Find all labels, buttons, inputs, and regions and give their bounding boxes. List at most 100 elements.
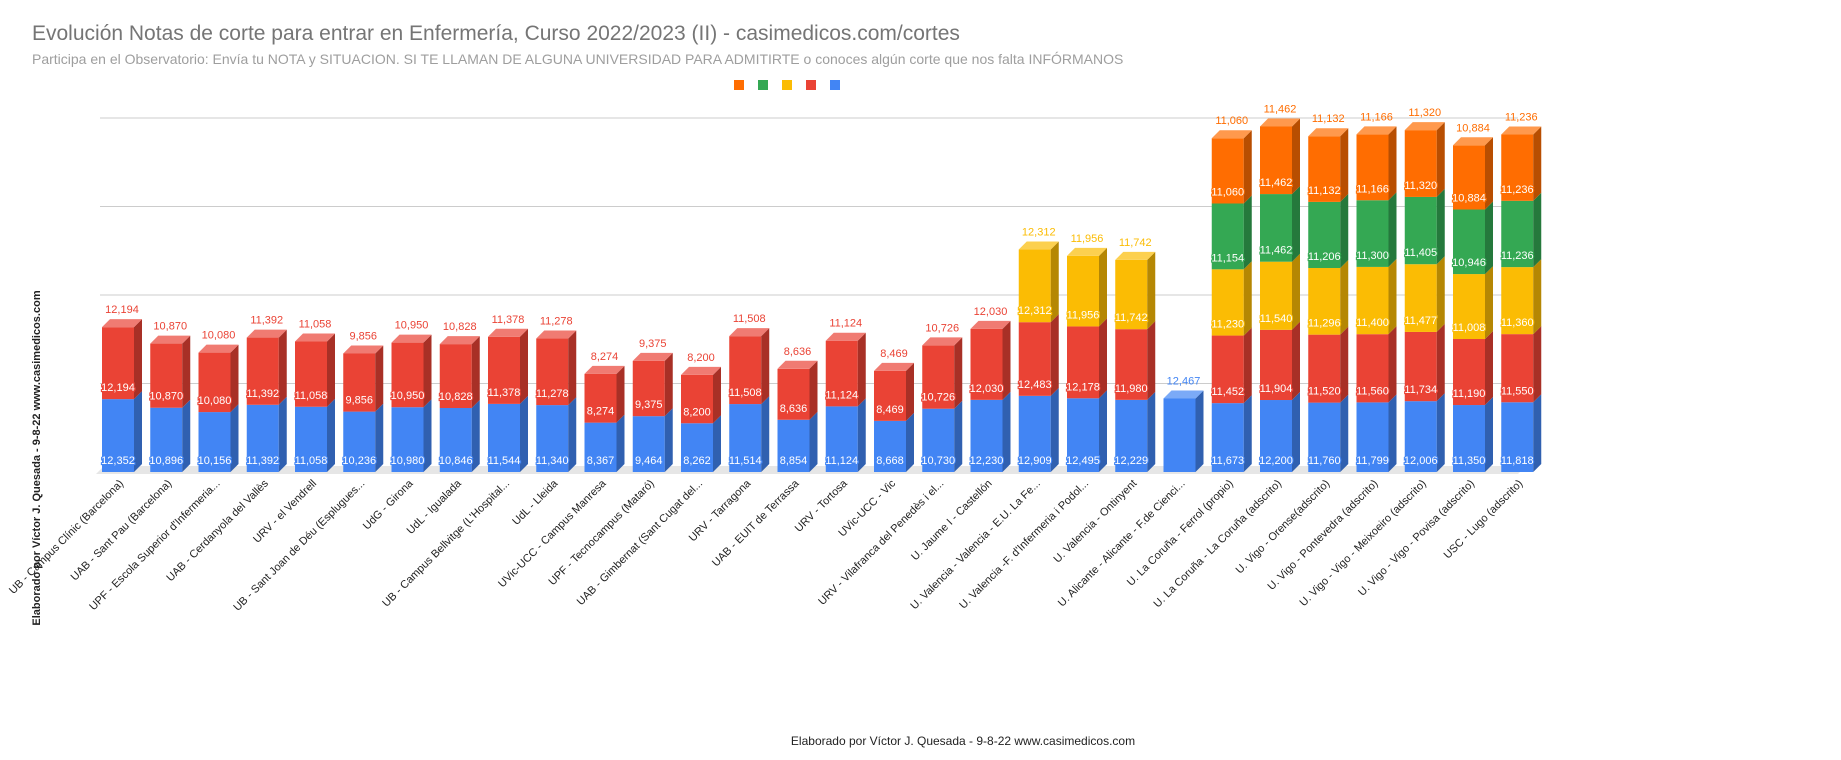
- bar-segment: [1067, 326, 1099, 399]
- data-label: 11,956: [1071, 233, 1104, 245]
- bar-segment: [1260, 194, 1292, 262]
- bar-segment: [777, 368, 810, 420]
- data-label: 12,467: [1167, 375, 1201, 387]
- bar-segment: [922, 408, 955, 472]
- data-label: 8,200: [683, 406, 711, 418]
- legend-swatch: [734, 80, 744, 90]
- bar-segment: [1501, 334, 1534, 403]
- bar-segment: [1163, 398, 1196, 472]
- data-label: 9,856: [349, 330, 377, 342]
- bar-segment-side: [1340, 326, 1349, 403]
- bar-segment: [150, 343, 183, 408]
- bar-segment: [1067, 255, 1099, 327]
- bar-segment: [246, 404, 279, 472]
- bar-top: [874, 362, 914, 371]
- data-label: 10,726: [925, 322, 959, 334]
- bar-segment: [102, 327, 134, 400]
- data-label: 12,030: [970, 383, 1004, 395]
- bar-segment: [1308, 268, 1341, 335]
- bar-stack: [584, 365, 625, 472]
- bar-segment-side: [1050, 314, 1059, 396]
- bar-segment-side: [616, 365, 625, 423]
- data-label: 11,166: [1360, 111, 1393, 123]
- data-label: 11,378: [488, 387, 521, 399]
- data-label: 11,124: [829, 318, 862, 330]
- data-label: 10,950: [391, 390, 425, 402]
- bar-segment-side: [1099, 390, 1107, 472]
- bar-segment: [536, 338, 569, 406]
- bar-segment: [536, 405, 569, 472]
- bar-segment-side: [761, 328, 770, 405]
- bar-segment-side: [616, 414, 625, 472]
- bar-segment-side: [664, 408, 673, 472]
- bar-segment-side: [809, 411, 818, 472]
- bar-segment-side: [1388, 326, 1397, 403]
- bar-segment-side: [520, 395, 528, 472]
- bar-segment-side: [182, 335, 191, 408]
- data-label: 8,469: [876, 404, 904, 416]
- bar-segment-side: [1340, 260, 1349, 335]
- data-label: 12,495: [1066, 455, 1100, 467]
- bar-top: [343, 345, 384, 354]
- bar-segment-side: [1147, 391, 1156, 472]
- bar-segment: [198, 352, 231, 413]
- data-label: 11,799: [1356, 455, 1389, 467]
- bar-stack: [295, 333, 335, 472]
- bar-segment-side: [520, 328, 528, 404]
- legend-swatch: [758, 80, 768, 90]
- bar-stack: [391, 334, 432, 472]
- data-label: 11,236: [1505, 112, 1538, 124]
- data-label: 11,462: [1264, 103, 1297, 115]
- data-label: 11,340: [536, 455, 569, 467]
- bar-segment: [1018, 395, 1051, 472]
- data-label: 11,230: [1211, 319, 1244, 331]
- data-label: 11,514: [729, 455, 762, 467]
- bar-segment: [584, 422, 617, 472]
- data-label: 11,508: [733, 313, 766, 325]
- data-label: 12,178: [1066, 381, 1100, 393]
- bar-segment-side: [1195, 390, 1204, 472]
- bar-segment: [825, 340, 858, 407]
- data-label: 11,058: [295, 455, 328, 467]
- bar-segment: [295, 406, 327, 472]
- bar-stack: [874, 362, 914, 472]
- x-axis-label: Elaborado por Víctor J. Quesada - 9-8-22…: [790, 734, 1136, 748]
- data-label: 11,058: [295, 390, 328, 402]
- data-label: 12,352: [101, 455, 135, 467]
- bar-segment: [150, 407, 183, 472]
- bar-top: [439, 336, 480, 345]
- bar-segment: [102, 399, 134, 472]
- bar-stack: [150, 335, 191, 472]
- x-tick-label: UAB - Sant Pau (Barcelona): [69, 478, 175, 584]
- bar-segment-side: [1147, 321, 1156, 400]
- data-label: 11,818: [1501, 455, 1534, 467]
- data-label: 9,375: [639, 338, 667, 350]
- bar-segment-side: [1436, 188, 1445, 265]
- data-label: 11,462: [1260, 245, 1293, 257]
- bar-segment: [970, 399, 1003, 472]
- bar-top: [1067, 247, 1107, 256]
- bar-segment: [1356, 266, 1389, 335]
- bar-segment: [1115, 259, 1148, 330]
- bar-segment-side: [471, 400, 480, 472]
- bar-segment-side: [1243, 130, 1252, 204]
- bar-segment-side: [1388, 192, 1397, 267]
- bar-segment-side: [423, 334, 432, 408]
- data-label: 11,742: [1119, 237, 1152, 249]
- bar-segment-side: [1292, 321, 1300, 401]
- bar-top: [1356, 126, 1397, 135]
- bar-segment: [970, 328, 1003, 400]
- bar-segment: [1018, 249, 1051, 323]
- bar-segment: [1404, 264, 1437, 332]
- bar-segment: [1453, 339, 1485, 406]
- bar-top: [1115, 251, 1156, 260]
- bar-segment-side: [1485, 137, 1493, 210]
- data-label: 12,312: [1022, 227, 1056, 239]
- data-label: 11,392: [246, 455, 279, 467]
- data-label: 11,378: [492, 314, 525, 326]
- data-label: 8,469: [880, 348, 908, 360]
- data-label: 10,828: [439, 391, 473, 403]
- bar-segment-side: [664, 352, 673, 417]
- data-label: 11,452: [1211, 386, 1244, 398]
- bar-segment-side: [230, 404, 239, 472]
